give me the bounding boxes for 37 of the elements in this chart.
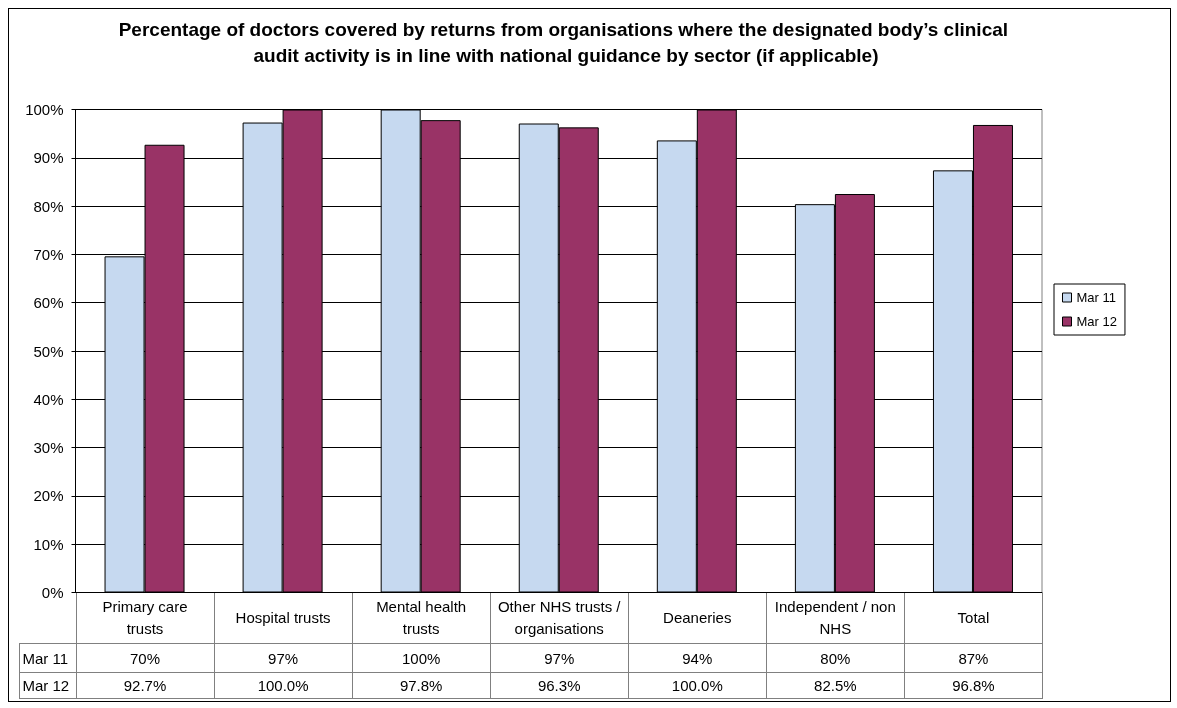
text: Mar 11 [22,649,69,667]
y-tick-label: 0% [41,584,64,601]
legend-label: Mar 12 [1076,314,1117,329]
y-tick-label: 20% [33,487,64,505]
x-tick-label: Total [904,592,1043,644]
y-tick-label: 50% [33,342,64,360]
data-label: 100.0% [628,672,767,699]
data-label: 94% [628,643,767,673]
legend-label: Mar 11 [1076,290,1116,305]
y-tick-label: 90% [33,149,64,167]
text: Mar 12 [22,677,70,694]
data-label: 96.3% [490,672,629,699]
data-label: 97% [214,643,353,673]
x-tick-label: Primary care trusts [76,592,215,644]
data-label: 87% [904,643,1043,673]
x-tick-label: Mental health trusts [352,592,491,644]
y-tick-label: 40% [33,390,64,408]
y-tick-label: 80% [33,197,64,215]
y-tick-label: 60% [33,294,64,312]
data-label: 97% [490,643,629,673]
y-tick-label: 10% [33,535,64,553]
y-tick-label: 30% [33,439,64,457]
y-tick-label: 100% [25,101,64,118]
chart-title: Percentage of doctors covered by returns from organisations where the designated body’s clinical audit activity is in line with national guidance by sector (if applicable) [118,18,1014,66]
data-label: 70% [76,643,215,673]
data-label: 96.8% [904,672,1043,699]
data-label: 92.7% [76,672,215,699]
x-tick-label: Hospital trusts [214,592,353,644]
x-tick-label: Independent / non NHS [766,592,905,644]
y-tick-label: 70% [33,245,64,263]
x-tick-label: Other NHS trusts / organisations [490,592,629,644]
data-label: 82.5% [766,672,905,699]
data-label: 100.0% [214,672,353,699]
data-label: 97.8% [352,672,491,699]
data-label: 100% [352,643,491,673]
data-label: 80% [766,643,905,673]
x-tick-label: Deaneries [628,592,767,644]
